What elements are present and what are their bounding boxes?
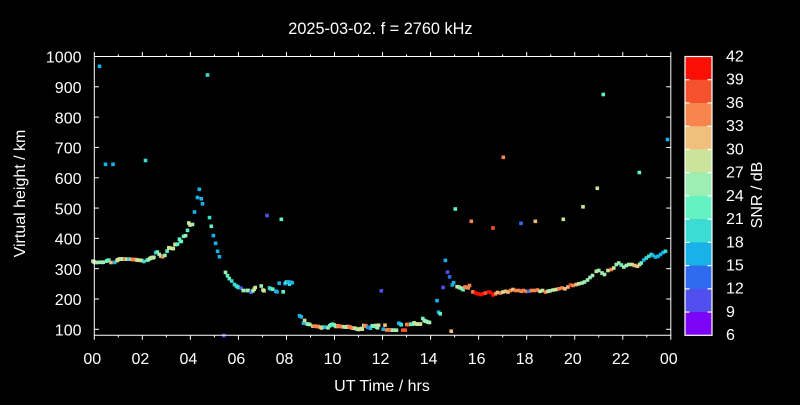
svg-text:6: 6 xyxy=(726,327,735,344)
svg-text:18: 18 xyxy=(516,351,534,368)
svg-text:22: 22 xyxy=(612,351,630,368)
svg-text:300: 300 xyxy=(55,262,82,279)
svg-text:20: 20 xyxy=(564,351,582,368)
svg-text:2025-03-02. f = 2760 kHz: 2025-03-02. f = 2760 kHz xyxy=(288,20,472,38)
svg-text:100: 100 xyxy=(55,323,82,340)
svg-text:Virtual height / km: Virtual height / km xyxy=(12,130,29,258)
svg-text:500: 500 xyxy=(55,201,82,218)
svg-text:800: 800 xyxy=(55,110,82,127)
svg-text:SNR / dB: SNR / dB xyxy=(749,162,766,229)
svg-text:08: 08 xyxy=(276,351,294,368)
svg-text:00: 00 xyxy=(660,351,678,368)
svg-text:00: 00 xyxy=(83,351,101,368)
svg-text:02: 02 xyxy=(131,351,149,368)
svg-text:400: 400 xyxy=(55,232,82,249)
svg-text:39: 39 xyxy=(726,72,744,89)
svg-text:900: 900 xyxy=(55,80,82,97)
svg-text:UT Time / hrs: UT Time / hrs xyxy=(334,378,430,395)
svg-text:27: 27 xyxy=(726,165,744,182)
svg-text:15: 15 xyxy=(726,258,744,275)
svg-text:200: 200 xyxy=(55,292,82,309)
svg-text:36: 36 xyxy=(726,95,744,112)
svg-text:21: 21 xyxy=(726,211,744,228)
svg-text:1000: 1000 xyxy=(46,50,82,67)
svg-text:10: 10 xyxy=(324,351,342,368)
svg-text:24: 24 xyxy=(726,188,744,205)
svg-text:30: 30 xyxy=(726,141,744,158)
svg-text:700: 700 xyxy=(55,141,82,158)
svg-text:04: 04 xyxy=(179,351,197,368)
svg-text:16: 16 xyxy=(468,351,486,368)
svg-text:9: 9 xyxy=(726,304,735,321)
svg-text:600: 600 xyxy=(55,171,82,188)
svg-text:33: 33 xyxy=(726,118,744,135)
svg-text:12: 12 xyxy=(726,281,744,298)
svg-text:06: 06 xyxy=(228,351,246,368)
svg-text:18: 18 xyxy=(726,234,744,251)
svg-text:42: 42 xyxy=(726,48,744,65)
svg-text:14: 14 xyxy=(420,351,438,368)
svg-text:12: 12 xyxy=(372,351,390,368)
